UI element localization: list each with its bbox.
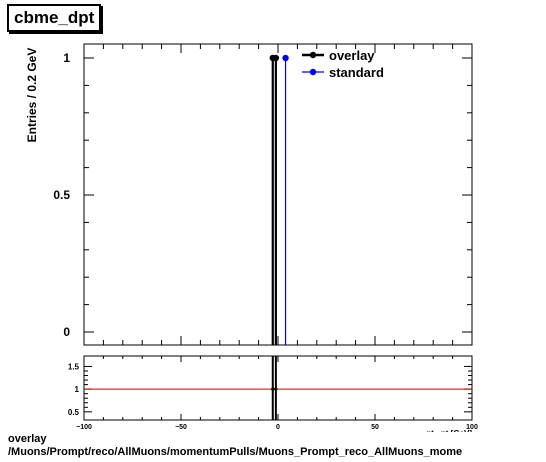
- footer-label: overlay: [8, 433, 47, 445]
- legend-overlay-marker: [309, 51, 317, 59]
- legend-standard-label: standard: [329, 65, 384, 80]
- ratio-marker: [271, 387, 275, 391]
- legend-overlay-label: overlay: [329, 48, 375, 63]
- ratio-marker: [274, 387, 278, 391]
- histogram-title: cbme_dpt: [7, 4, 102, 32]
- main-y-axis-title: Entries / 0.2 GeV: [25, 48, 39, 143]
- ratio-x-axis-title: pt - pt [GeV]: [426, 429, 472, 432]
- ratio-pad-frame: [83, 355, 473, 421]
- main-pad-frame: [83, 43, 473, 346]
- standard-marker: [282, 54, 289, 62]
- ratio-y-tick-label: 1.5: [68, 362, 80, 371]
- main-y-tick-label: 0.5: [53, 188, 70, 202]
- histogram-plot: 0 0.5 1 0.5 1 1.5 Entries / 0.2 GeV −100 −50 0 50 1…: [25, 43, 478, 432]
- main-y-tick-label: 0: [63, 325, 70, 339]
- overlay-marker: [272, 54, 280, 62]
- legend-standard-marker: [309, 68, 317, 76]
- ratio-x-tick-label: 50: [371, 424, 379, 431]
- ratio-x-tick-label: −100: [76, 424, 92, 431]
- main-y-tick-label: 1: [63, 51, 70, 65]
- ratio-x-tick-label: −50: [175, 424, 187, 431]
- ratio-y-tick-label: 1: [75, 385, 80, 394]
- ratio-x-tick-label: 0: [276, 424, 280, 431]
- ratio-x-tick-label: 100: [466, 424, 478, 431]
- footer-path: /Muons/Prompt/reco/AllMuons/momentumPull…: [8, 446, 463, 458]
- ratio-y-tick-label: 0.5: [68, 408, 80, 417]
